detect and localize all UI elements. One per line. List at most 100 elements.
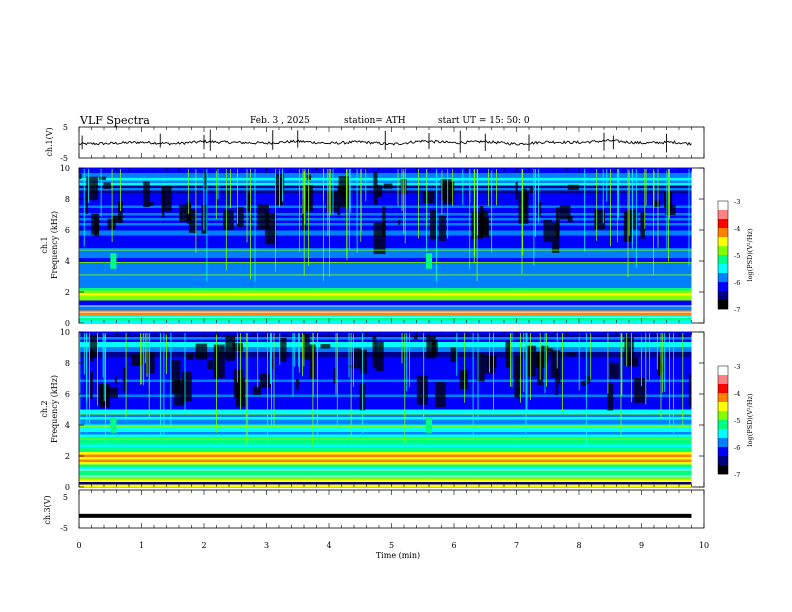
colorbar-label: log(PSD)(V²/Hz) [746,393,754,446]
colorbar-segment [718,228,728,231]
spectrogram-row [79,377,692,380]
spectrogram-dark-patch [118,201,123,224]
spectrogram-row [79,427,692,430]
spectrogram-dark-patch [537,201,542,217]
ch3-waveform-panel: 5 -5 ch.3(V) 0 1 2 3 4 5 6 7 8 9 10 Time (min) [43,127,709,560]
spectrogram-row [79,447,692,450]
spectrogram-row [79,240,692,244]
ch1-spectrogram-ylabel-line1: ch.1 [40,236,49,253]
spectrogram-dark-patch [488,356,497,368]
spectrogram-row [79,283,692,286]
spectrogram-dark-patch [296,385,299,390]
ch1-waveform-panel: 5 -5 ch.1(V) [45,123,705,163]
colorbar-segment [718,459,728,462]
spectrogram-row [79,233,692,236]
colorbar-tick-label: -3 [734,198,740,206]
colorbar-segment [718,402,728,405]
colorbar-segment [718,421,728,424]
spectrogram-blob [426,417,432,433]
ch3-ytick-top: 5 [63,493,68,502]
colorbar-segment [718,385,728,388]
spectrogram-row [79,384,692,388]
spectrogram-dark-patch [86,176,98,201]
colorbar-segment [718,463,728,466]
spectrogram-row [79,367,692,370]
spectrogram-row [79,238,692,241]
frequency-tick-label: 10 [60,164,70,173]
spectrogram-dark-patch [181,371,192,402]
time-tick-label: 1 [139,541,144,550]
colorbar-segment [718,411,728,414]
ch3-ytick-bottom: -5 [60,524,68,533]
colorbar-segment [718,466,728,469]
spectrogram-dark-patch [555,361,559,396]
colorbar-segment [718,204,728,207]
spectrogram-dark-patch [161,186,172,212]
frequency-tick-label: 6 [65,390,70,399]
colorbar-segment [718,465,728,468]
spectrogram-row [79,454,692,458]
colorbar-segment [718,220,728,223]
spectrogram-row [79,203,692,206]
spectrogram-row [79,467,692,470]
spectrogram-row [79,253,692,256]
spectrogram-row [79,228,692,231]
colorbar-segment [718,380,728,383]
spectrogram-dark-patch [85,195,88,214]
spectrogram-dark-patch [352,348,361,369]
spectrogram-dark-patch [633,378,646,403]
spectrogram-row [79,280,692,284]
spectrogram-dark-patch [188,209,197,233]
spectrogram-row [79,170,692,174]
colorbar-segment [718,300,728,303]
spectrogram-dark-patch [207,360,213,370]
spectrogram-row [79,208,692,211]
spectrogram-row [79,273,692,276]
frequency-tick-label: 2 [65,288,70,297]
spectrogram-row [79,260,692,264]
ch2-spectrogram-ylabel-line1: ch.2 [40,400,49,417]
spectrogram-dark-patch [114,376,118,385]
spectrogram-row [79,379,692,383]
ch1-ytick-top: 5 [63,123,68,132]
spectrogram-dark-patch [559,205,571,220]
spectrogram-dark-patch [161,188,165,218]
spectrogram-dark-patch [440,179,452,201]
colorbar-segment [718,450,728,453]
spectrogram-blob [426,253,432,269]
spectrogram-row [79,320,692,324]
spectrogram-row [79,462,692,465]
spectrogram-dark-patch [382,206,386,238]
colorbar-segment [718,443,728,446]
colorbar-segment [718,238,728,241]
colorbar-segment [718,472,728,475]
spectrogram-dark-patch [659,363,664,372]
spectrogram-row [79,200,692,204]
spectrogram-dark-patch [515,182,518,201]
colorbar-tick-label: -4 [734,390,740,398]
spectrogram-row [79,404,692,408]
spectrogram-dark-patch [557,376,561,385]
spectrogram-row [79,270,692,274]
spectrogram-row [79,409,692,413]
spectrogram-row [79,288,692,291]
colorbar-segment [718,407,728,410]
spectrogram-dark-patch [252,386,262,395]
colorbar-segment [718,271,728,274]
spectrogram-dark-patch [551,222,560,253]
colorbar-tick-label: -6 [734,279,740,287]
colorbar-segment [718,202,728,205]
spectrogram-row [79,173,692,176]
colorbar-segment [718,439,728,442]
spectrogram-dark-patch [505,341,511,368]
spectrogram-dark-patch [373,222,386,255]
spectrogram-row [79,223,692,226]
spectrogram-row [79,318,692,321]
colorbar-tick-label: -7 [734,306,740,314]
spectrogram-row [79,434,692,438]
colorbar-segment [718,249,728,252]
colorbar-segment [718,285,728,288]
spectrogram-dark-patch [514,375,520,398]
ch3-waveform-frame [78,489,705,529]
colorbar-segment [718,258,728,261]
